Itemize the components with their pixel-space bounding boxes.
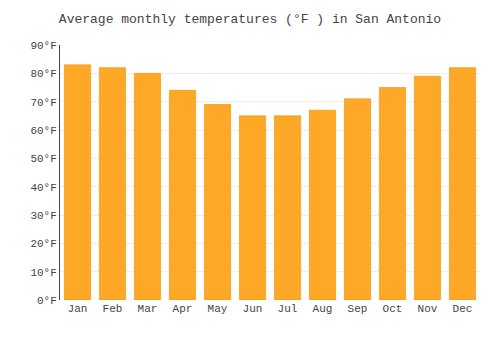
svg-text:Jul: Jul xyxy=(278,303,298,315)
svg-text:10°F: 10°F xyxy=(30,267,56,279)
svg-text:40°F: 40°F xyxy=(30,182,56,194)
svg-text:20°F: 20°F xyxy=(30,238,56,250)
svg-text:Nov: Nov xyxy=(418,303,438,315)
svg-text:Oct: Oct xyxy=(383,303,403,315)
svg-text:Sep: Sep xyxy=(348,303,368,315)
svg-text:Jan: Jan xyxy=(68,303,88,315)
svg-text:Average monthly temperatures (: Average monthly temperatures (°F ) in Sa… xyxy=(59,12,441,27)
svg-text:50°F: 50°F xyxy=(30,153,56,165)
svg-text:Aug: Aug xyxy=(313,303,333,315)
svg-text:Jun: Jun xyxy=(243,303,263,315)
svg-text:30°F: 30°F xyxy=(30,210,56,222)
svg-text:0°F: 0°F xyxy=(37,295,57,307)
svg-text:Apr: Apr xyxy=(173,303,193,315)
svg-text:90°F: 90°F xyxy=(30,40,56,52)
svg-text:80°F: 80°F xyxy=(30,68,56,80)
svg-text:60°F: 60°F xyxy=(30,125,56,137)
svg-text:May: May xyxy=(208,303,228,315)
svg-text:Mar: Mar xyxy=(138,303,158,315)
svg-text:Feb: Feb xyxy=(103,303,123,315)
svg-text:Dec: Dec xyxy=(453,303,473,315)
svg-text:70°F: 70°F xyxy=(30,97,56,109)
